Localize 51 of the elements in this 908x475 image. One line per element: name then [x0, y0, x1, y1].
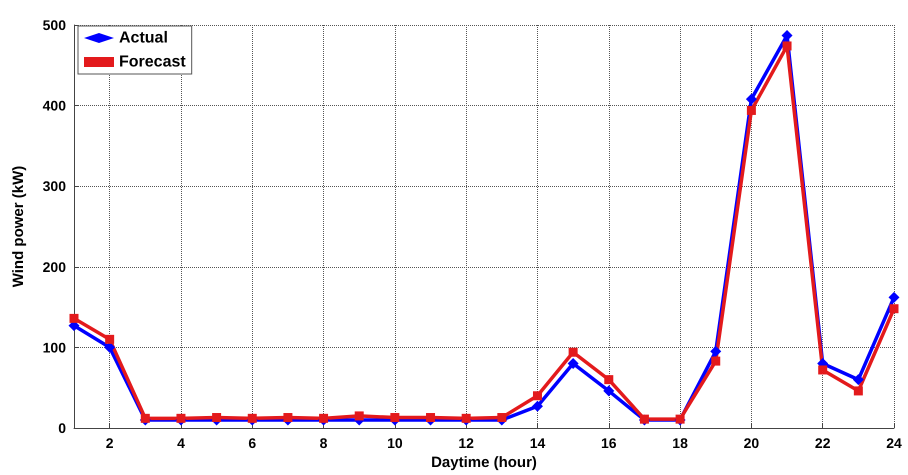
y-tick-label: 200	[42, 258, 66, 275]
point	[532, 391, 542, 400]
x-tick-label: 2	[106, 435, 114, 451]
x-tick-label: 14	[530, 435, 546, 451]
y-tick-label: 500	[42, 17, 66, 33]
x-tick-label: 6	[248, 435, 256, 451]
point	[854, 386, 863, 396]
point	[746, 94, 757, 105]
point	[603, 385, 614, 396]
point	[852, 374, 864, 386]
point	[532, 400, 543, 412]
point	[283, 413, 292, 422]
x-tick-label: 22	[814, 435, 831, 451]
x-tick-label: 16	[600, 435, 617, 451]
point	[462, 414, 471, 423]
point	[354, 411, 364, 420]
point	[390, 413, 400, 422]
x-tick-label: 10	[387, 435, 403, 451]
point	[710, 346, 722, 357]
y-tick-label: 100	[42, 339, 66, 356]
x-tick-label: 18	[672, 435, 688, 451]
point	[782, 41, 792, 50]
y-tick-label: 0	[58, 420, 66, 436]
point	[248, 414, 257, 423]
x-tick-label: 8	[320, 435, 328, 451]
point	[426, 413, 436, 422]
point	[105, 334, 114, 344]
x-tick-label: 20	[744, 435, 760, 451]
y-axis-title: Wind power (kW)	[10, 166, 27, 288]
legend-label: Actual	[119, 30, 168, 46]
y-tick-label: 300	[42, 178, 66, 194]
legend-label: Forecast	[119, 54, 186, 70]
x-tick-label: 24	[886, 435, 902, 451]
point	[319, 414, 328, 423]
point	[568, 358, 579, 370]
point	[140, 414, 150, 423]
x-tick-label: 4	[177, 435, 186, 451]
point	[746, 106, 756, 115]
point	[568, 348, 578, 357]
point	[711, 356, 720, 366]
point	[70, 314, 78, 323]
y-tick-label: 400	[42, 98, 66, 114]
point	[212, 413, 222, 422]
point	[604, 375, 614, 384]
x-tick-label: 12	[458, 435, 474, 451]
point	[890, 304, 898, 314]
point	[497, 413, 506, 422]
point	[818, 365, 828, 374]
point	[176, 414, 186, 423]
x-axis-title: Daytime (hour)	[431, 454, 537, 471]
point	[888, 292, 900, 303]
